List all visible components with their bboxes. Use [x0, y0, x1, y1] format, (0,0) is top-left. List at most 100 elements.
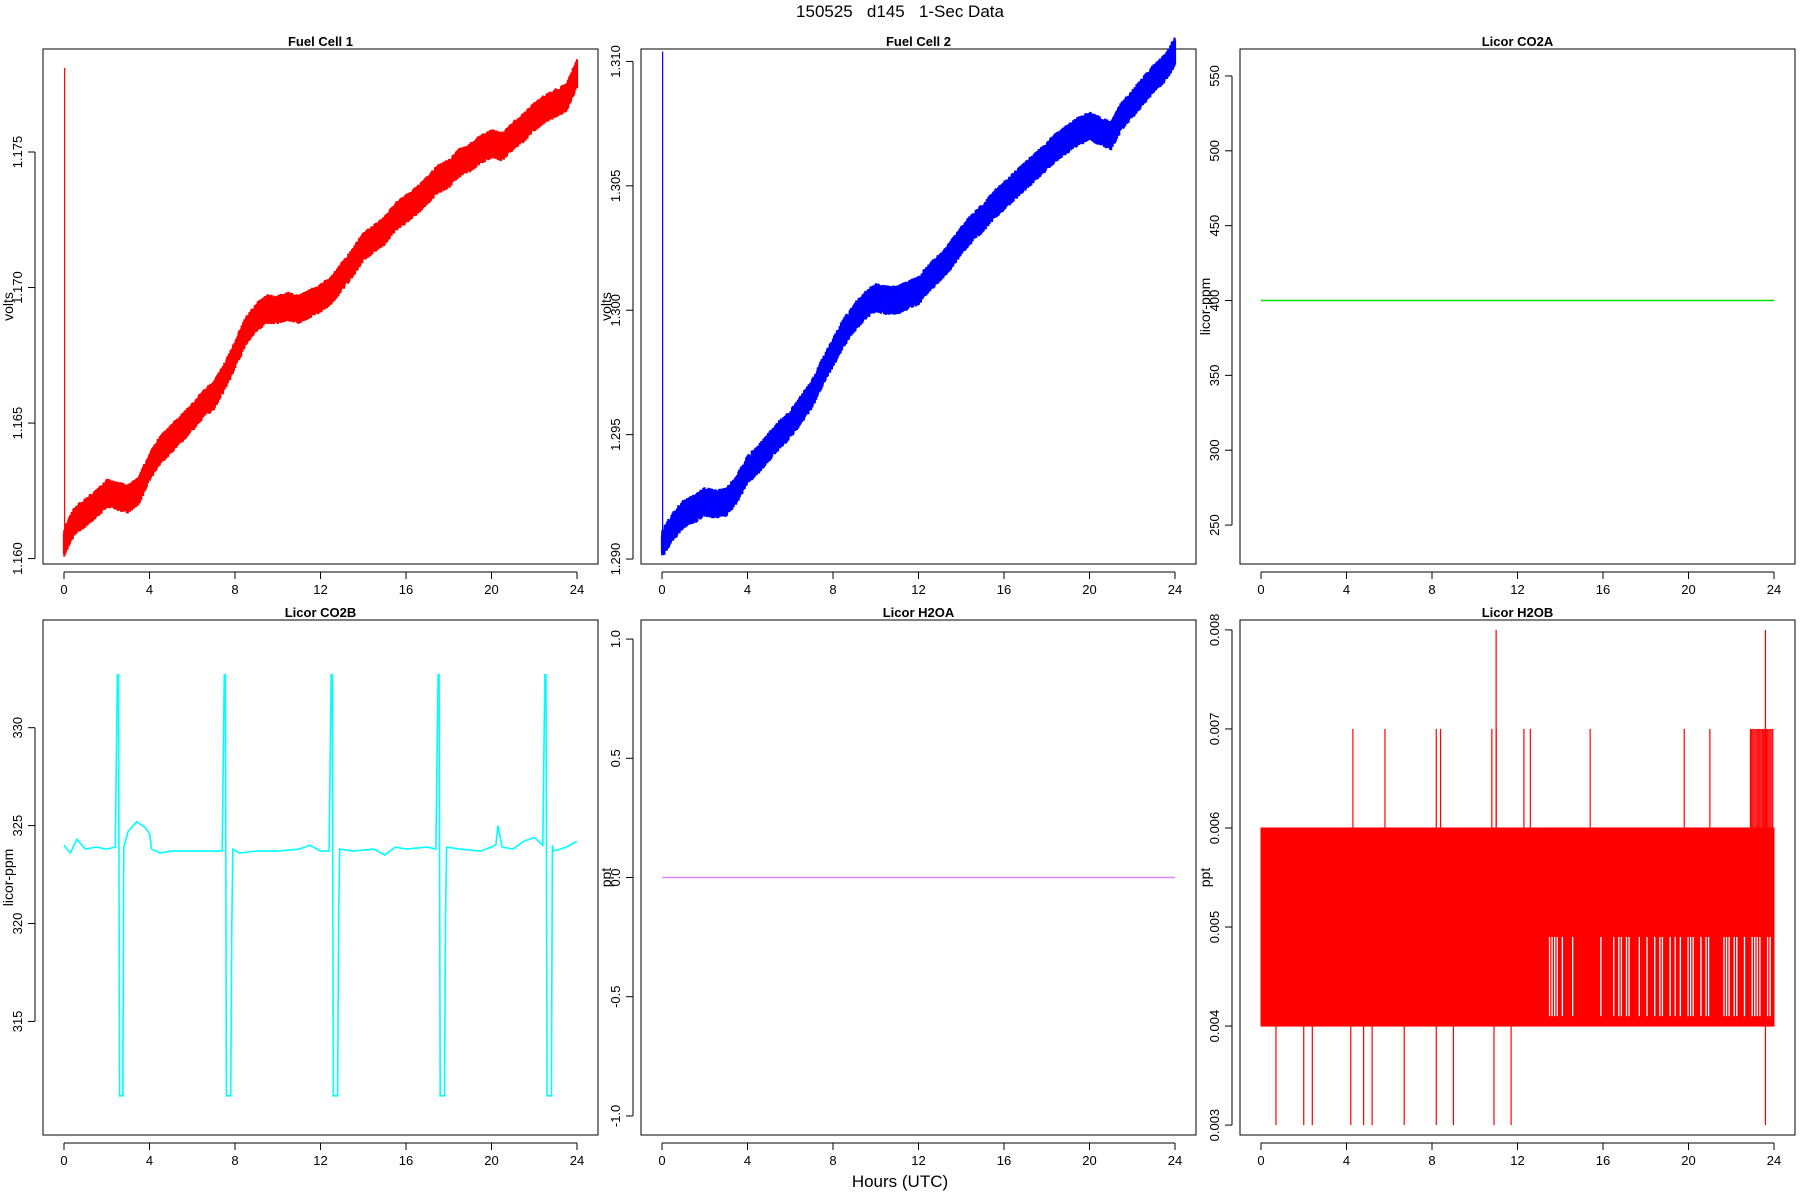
x-tick-label: 4: [744, 1153, 751, 1168]
y-tick-label: 1.175: [10, 136, 25, 169]
y-tick-label: 0.007: [1207, 713, 1222, 746]
x-tick-label: 20: [1681, 582, 1695, 597]
y-tick-label: 0.005: [1207, 911, 1222, 944]
y-tick-label: 500: [1207, 140, 1222, 162]
y-tick-label: 1.160: [10, 542, 25, 575]
x-tick-label: 12: [911, 582, 925, 597]
y-tick-label: 1.300: [608, 294, 623, 327]
y-tick-label: 550: [1207, 65, 1222, 87]
y-tick-label: -1.0: [608, 1105, 623, 1127]
y-tick-label: 1.165: [10, 407, 25, 440]
x-tick-label: 24: [570, 582, 584, 597]
y-axis-label: licor-ppm: [1197, 278, 1213, 336]
page-title: 150525 d145 1-Sec Data: [796, 2, 1004, 21]
data-line: [63, 674, 578, 1097]
x-tick-label: 24: [1767, 1153, 1781, 1168]
y-tick-label: 315: [10, 1011, 25, 1033]
chart-panel: Fuel Cell 2 volts 0 4 8 12 16 20 24 1.290 1.295 1.3…: [598, 34, 1197, 597]
x-tick-label: 24: [570, 1153, 584, 1168]
y-tick-label: 320: [10, 913, 25, 935]
x-tick-label: 20: [484, 1153, 498, 1168]
y-tick-label: 1.290: [608, 543, 623, 576]
y-tick-label: 1.170: [10, 271, 25, 304]
x-tick-label: 0: [1257, 582, 1264, 597]
chart-title: Licor CO2A: [1482, 34, 1554, 49]
y-tick-label: 400: [1207, 290, 1222, 312]
x-tick-label: 24: [1767, 582, 1781, 597]
x-axis-title: Hours (UTC): [851, 1172, 949, 1191]
y-tick-label: 0.003: [1207, 1109, 1222, 1142]
chart-panel: Licor H2OB ppt 0 4 8 12 16 20 24 0.003 0.004 0.005 0…: [1197, 605, 1796, 1168]
x-tick-label: 8: [231, 1153, 238, 1168]
y-tick-label: 1.0: [608, 630, 623, 648]
data-band: [660, 37, 1177, 556]
y-tick-label: 0.004: [1207, 1010, 1222, 1043]
chart-panel: Licor CO2B licor-ppm 0 4 8 12 16 20 24 315 320 325 3…: [0, 605, 599, 1168]
y-tick-label: 450: [1207, 215, 1222, 237]
y-axis-label: licor-ppm: [0, 849, 16, 907]
x-tick-label: 0: [60, 1153, 67, 1168]
plot-frame: [42, 48, 599, 565]
x-tick-label: 20: [484, 582, 498, 597]
x-tick-label: 16: [399, 582, 413, 597]
x-tick-label: 12: [1510, 1153, 1524, 1168]
y-tick-label: 1.310: [608, 45, 623, 78]
x-tick-label: 16: [1596, 582, 1610, 597]
x-tick-label: 20: [1082, 1153, 1096, 1168]
x-tick-label: 8: [1428, 1153, 1435, 1168]
y-tick-label: 350: [1207, 365, 1222, 387]
x-tick-label: 0: [60, 582, 67, 597]
x-tick-label: 0: [1257, 1153, 1264, 1168]
x-tick-label: 24: [1168, 1153, 1182, 1168]
y-tick-label: 1.305: [608, 170, 623, 203]
plot-frame: [640, 48, 1197, 565]
y-tick-label: -0.5: [608, 986, 623, 1008]
plot-frame: [640, 619, 1197, 1136]
y-tick-label: 0.5: [608, 749, 623, 767]
y-tick-label: 0.008: [1207, 614, 1222, 647]
x-tick-label: 12: [313, 582, 327, 597]
data-series: [63, 674, 578, 1097]
x-tick-label: 4: [146, 1153, 153, 1168]
x-tick-label: 4: [1343, 582, 1350, 597]
x-tick-label: 16: [997, 1153, 1011, 1168]
chart-title: Licor CO2B: [285, 605, 357, 620]
x-tick-label: 0: [658, 582, 665, 597]
x-tick-label: 8: [231, 582, 238, 597]
y-axis-label: volts: [598, 292, 614, 321]
data-band-segment: [1260, 827, 1551, 1027]
x-tick-label: 4: [744, 582, 751, 597]
data-band: [62, 59, 579, 557]
data-series: [62, 59, 579, 557]
x-tick-label: 4: [1343, 1153, 1350, 1168]
chart-panel: Fuel Cell 1 volts 0 4 8 12 16 20 24 1.160 1.165 1.1…: [0, 34, 599, 597]
x-tick-label: 16: [399, 1153, 413, 1168]
y-tick-label: 330: [10, 717, 25, 739]
chart-title: Fuel Cell 1: [288, 34, 353, 49]
y-tick-label: 0.006: [1207, 812, 1222, 845]
y-tick-label: 1.295: [608, 418, 623, 451]
chart-title: Licor H2OA: [883, 605, 955, 620]
plot-frame: [1239, 48, 1796, 565]
x-tick-label: 8: [829, 1153, 836, 1168]
x-tick-label: 16: [1596, 1153, 1610, 1168]
data-line: [661, 50, 1176, 545]
y-tick-label: 250: [1207, 514, 1222, 536]
plot-frame: [1239, 619, 1796, 1136]
data-series: [1260, 629, 1775, 1126]
chart-panel: Licor H2OA ppt 0 4 8 12 16 20 24 -1.0 -0.5 0.0 0.5 1.…: [598, 605, 1197, 1168]
y-tick-label: 0.0: [608, 868, 623, 886]
chart-panel: Licor CO2A licor-ppm 0 4 8 12 16 20 24 250 300 350 4…: [1197, 34, 1796, 597]
x-tick-label: 12: [911, 1153, 925, 1168]
x-tick-label: 4: [146, 582, 153, 597]
y-axis-label: ppt: [1197, 868, 1213, 888]
chart-title: Fuel Cell 2: [886, 34, 951, 49]
y-tick-label: 300: [1207, 439, 1222, 461]
x-tick-label: 20: [1082, 582, 1096, 597]
x-tick-label: 8: [829, 582, 836, 597]
x-tick-label: 12: [313, 1153, 327, 1168]
chart-title: Licor H2OB: [1482, 605, 1554, 620]
y-axis-label: volts: [0, 292, 16, 321]
x-tick-label: 0: [658, 1153, 665, 1168]
